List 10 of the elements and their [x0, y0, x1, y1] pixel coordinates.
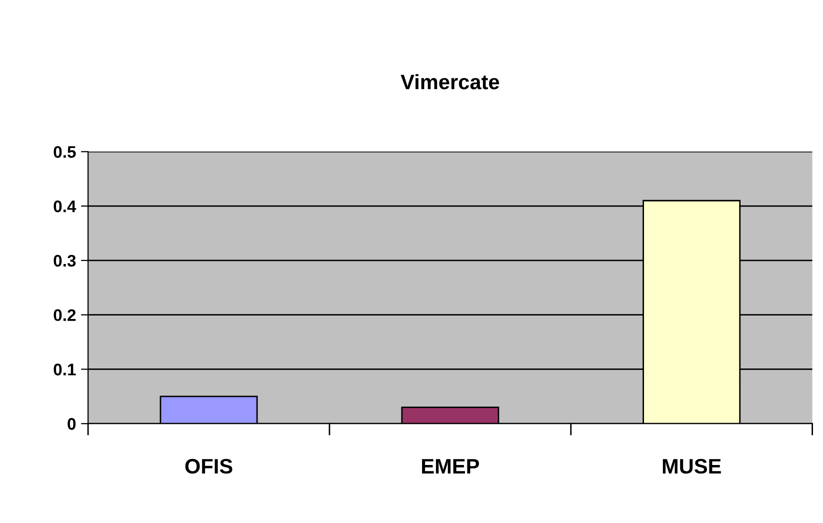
- x-tick-label: EMEP: [422, 459, 479, 474]
- y-tick-label: 0.2: [54, 309, 76, 322]
- y-tick-label: 0.3: [54, 254, 76, 267]
- y-tick-label: 0.1: [54, 364, 76, 376]
- x-tick-label: MUSE: [662, 458, 721, 474]
- y-tick-label: 0.5: [54, 146, 76, 158]
- y-tick-label: 0.4: [54, 200, 76, 212]
- y-tick-label: 0: [68, 418, 76, 430]
- x-tick-label: OFIS: [185, 458, 232, 474]
- chart-title: Vimercate: [400, 74, 500, 90]
